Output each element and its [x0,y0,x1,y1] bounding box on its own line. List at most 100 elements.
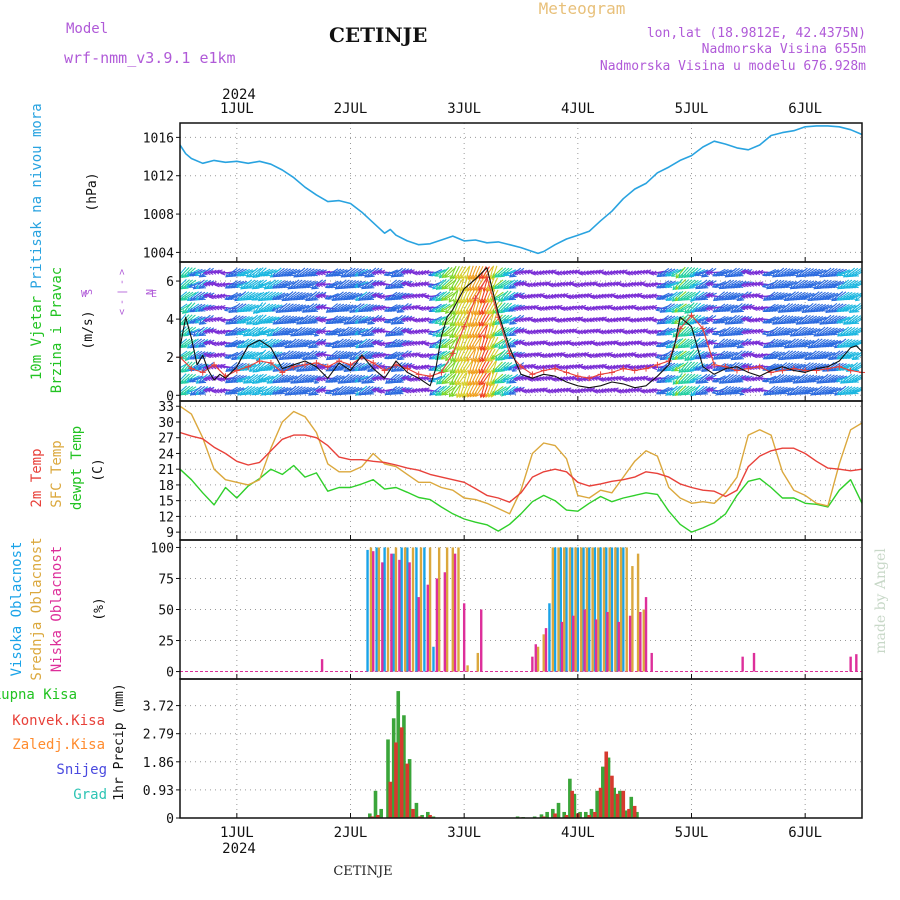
wind-arrow [348,387,363,395]
wind-arrow [188,268,203,277]
wind-arrow [185,328,200,336]
convective-rain-bar [604,751,609,818]
wind-arrow [265,316,280,324]
low-cloud-bar [644,597,648,672]
low-cloud-bar [531,656,534,672]
wind-arrow [188,375,203,383]
wind-arrow [180,279,187,289]
y-tick-label: 50 [158,604,174,619]
y-tick-label: 0.93 [143,784,174,799]
wind-arrow [324,387,339,395]
wind-arrow [445,302,456,314]
total-rain-bar [545,811,549,818]
mid-cloud-bar [457,547,460,672]
mid-cloud-bar [403,547,407,672]
wind-arrow [478,325,488,339]
wind-arrow [327,280,342,289]
low-cloud-bar [408,562,411,672]
wind-arrow [496,386,510,395]
mid-cloud-bar [591,547,594,672]
y-tick-label: 18 [158,479,174,494]
wind-arrow [490,351,504,360]
x-tick-label-bottom: 2JUL [334,825,368,841]
low-cloud-bar [560,621,564,672]
low-cloud-bar [426,584,429,672]
convective-rain-bar [598,787,603,818]
wind-arrow [431,338,445,348]
wind-arrow [460,313,470,327]
wind-arrow [233,375,248,383]
low-cloud-bar [752,652,756,672]
wind-arrow [354,328,369,336]
mid-cloud-bar [476,652,480,672]
mid-cloud-bar [394,547,398,672]
x-tick-label-top: 1JUL [220,101,254,117]
low-cloud-bar [372,551,375,672]
wind-arrow [262,363,277,371]
precip-ylabel: 1hr Precip (mm) [112,683,127,800]
y-tick-label: 27 [158,432,174,447]
wind-arrow [444,267,456,278]
total-rain-bar [379,808,383,818]
wind-arrow [256,375,271,383]
wind-arrow [324,340,339,348]
wind-arrow [301,340,316,348]
wind-arrow [487,360,497,374]
wind-arrow [466,348,476,362]
cloud-unit: (%) [92,597,107,620]
y-tick-label: 30 [158,416,174,431]
wind-arrow [330,328,345,336]
wind-arrow [451,384,461,398]
low-cloud-bar [606,611,609,672]
wind-arrow [431,316,446,324]
total-rain-bar [556,802,561,818]
wind-arrow [330,375,345,383]
altitude-label: Nadmorska Visina 655m [702,42,867,57]
wind-gust-marker [563,369,570,376]
mid-cloud-bar [574,547,577,672]
convective-rain-bar [405,763,410,818]
wind-arrow [239,269,253,277]
wind-arrow [457,372,467,386]
wind-arrow [306,328,322,336]
wind-arrow [292,304,307,312]
wind-ylabel-1: 10m Vjetar [29,296,45,380]
wind-arrow [345,339,360,348]
panel-frame [179,122,863,263]
wind-arrow [501,269,517,277]
wind-arrow [180,350,188,357]
compass-west: W [81,289,88,300]
wind-arrow [460,266,470,280]
wind-arrow [444,361,456,373]
wind-arrow [499,280,513,289]
wind-arrow [180,291,188,298]
wind-gust-marker [415,371,422,378]
wind-arrow [301,387,316,395]
wind-arrow [191,316,206,324]
wind-arrow [484,313,494,327]
wind-arrow [248,280,262,289]
compass-east: E [151,289,157,300]
x-tick-label-top: 4JUL [561,101,595,117]
wind-arrow [262,316,277,324]
low-cloud-bar [320,659,324,672]
y-tick-label: 75 [158,572,174,587]
top-x-tick-labels: 1JUL 2JUL 3JUL 4JUL 5JUL 6JUL [220,101,822,117]
wind-arrow [431,269,446,277]
wind-arrow [236,375,251,383]
wind-gust-marker [608,369,615,376]
temp2m-line [179,431,863,503]
temp2m-ylabel: 2m Temp [29,448,45,507]
wind-arrow [235,328,251,336]
wind-arrow [277,387,292,395]
low-cloud-bar [443,572,447,672]
mid-cloud-bar [411,547,415,672]
y-tick-label: 1016 [143,131,174,146]
mid-cloud-bar [642,609,645,672]
mid-cloud-bar [542,634,545,672]
wind-arrow [259,375,274,383]
dewpoint-line [179,464,863,533]
x-tick-label-bottom: 1JUL [220,825,254,841]
y-tick-label: 3.72 [143,700,174,715]
wind-arrow [345,292,360,301]
